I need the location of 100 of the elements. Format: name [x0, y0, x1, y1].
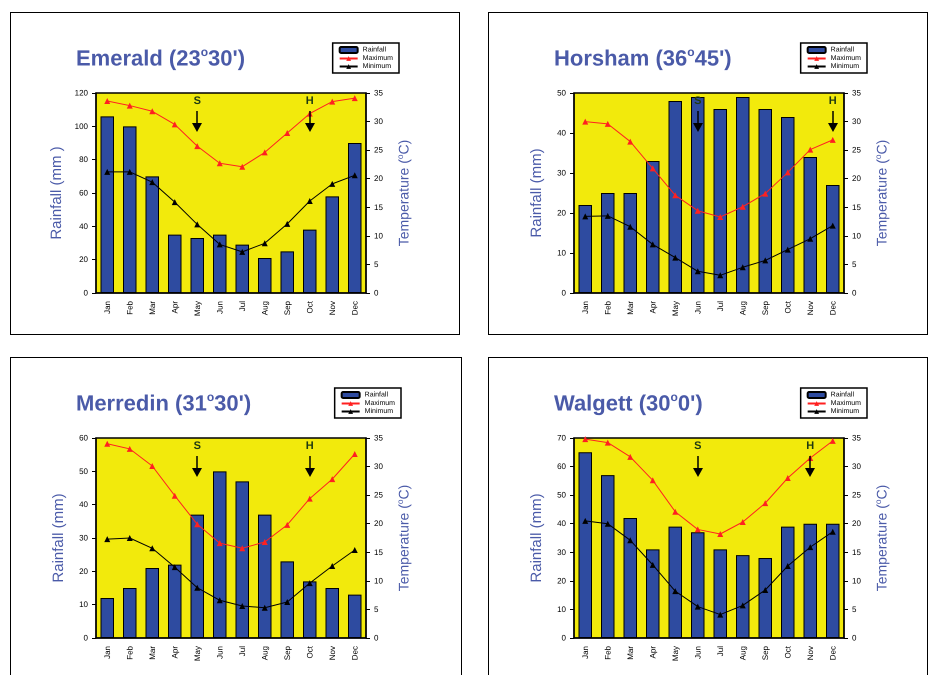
point — [352, 95, 358, 102]
x-tick-label: Dec — [350, 301, 360, 316]
y-tick-label: 0 — [562, 288, 567, 298]
y-tick-label: 0 — [562, 634, 567, 642]
y2-tick-label: 25 — [852, 490, 862, 500]
x-tick-label: May — [670, 301, 680, 316]
annotation: S — [192, 95, 202, 108]
point — [352, 172, 358, 178]
point — [830, 136, 836, 143]
point — [807, 236, 814, 242]
x-tick-label: Apr — [170, 646, 180, 658]
y-tick-label: 10 — [79, 600, 89, 610]
y2-tick-label: 35 — [852, 434, 862, 442]
point — [329, 476, 336, 482]
x-tick-label: Apr — [648, 646, 658, 658]
y2-tick-label: 30 — [374, 462, 384, 472]
y-tick-label: 30 — [79, 534, 89, 542]
x-tick-label: Jun — [693, 301, 702, 314]
point — [194, 521, 200, 528]
y-tick-label: 0 — [84, 288, 89, 298]
y-tick-label: 10 — [557, 604, 567, 614]
x-tick-label: Oct — [783, 645, 792, 658]
y-axis-title: Rainfall (mm ) — [48, 146, 65, 240]
x-tick-label: May — [670, 646, 680, 662]
point — [807, 544, 814, 550]
point — [126, 446, 133, 452]
point — [672, 508, 678, 515]
y2-tick-label: 35 — [374, 434, 384, 442]
point — [352, 451, 358, 457]
y-tick-label: 50 — [79, 466, 89, 476]
point — [104, 98, 110, 104]
point — [627, 138, 634, 145]
x-tick-label: Sep — [282, 300, 292, 316]
point — [627, 454, 634, 460]
y2-tick-label: 15 — [852, 202, 862, 212]
point — [194, 221, 200, 228]
x-tick-label: Dec — [828, 301, 838, 316]
y2-tick-label: 20 — [852, 519, 862, 528]
annotation: S — [693, 95, 702, 108]
annotation: H — [304, 95, 315, 108]
x-tick-label: Jun — [693, 646, 702, 659]
y-tick-label: 80 — [79, 155, 89, 164]
point — [284, 599, 290, 605]
point — [172, 121, 178, 128]
point — [784, 169, 791, 176]
point — [740, 204, 746, 210]
point — [717, 531, 724, 537]
y-tick-label: 60 — [79, 188, 89, 198]
point — [650, 165, 656, 172]
y2-tick-label: 25 — [852, 146, 862, 155]
point — [627, 537, 634, 544]
x-tick-label: Jan — [102, 301, 112, 314]
point — [784, 563, 791, 569]
y2-tick-label: 0 — [852, 288, 857, 298]
y-tick-label: 60 — [557, 462, 567, 472]
point — [172, 199, 178, 206]
point — [149, 179, 156, 186]
y-tick-label: 70 — [557, 434, 567, 442]
point — [604, 120, 611, 127]
point — [672, 192, 678, 198]
point — [582, 213, 588, 220]
y2-tick-label: 35 — [374, 88, 384, 98]
x-tick-label: Sep — [760, 300, 770, 316]
point — [262, 149, 268, 156]
y2-tick-label: 35 — [852, 88, 862, 98]
y-tick-label: 20 — [79, 255, 89, 264]
point — [740, 602, 746, 608]
point — [216, 241, 223, 248]
point — [306, 198, 313, 204]
point — [149, 108, 156, 114]
x-tick-label: Nov — [806, 646, 815, 660]
x-tick-label: Jul — [716, 300, 725, 312]
y-tick-label: 0 — [84, 634, 89, 642]
x-tick-label: Aug — [738, 301, 748, 316]
annotation: H — [828, 95, 838, 108]
annotation: S — [192, 440, 202, 453]
x-tick-label: Jul — [238, 646, 247, 656]
x-tick-label: Jan — [580, 301, 590, 314]
x-tick-label: Sep — [282, 645, 292, 660]
y-tick-label: 20 — [557, 208, 567, 218]
point — [172, 564, 178, 570]
point — [762, 587, 768, 593]
point — [329, 563, 336, 569]
point — [762, 190, 768, 197]
x-tick-label: May — [192, 301, 202, 316]
point — [126, 535, 133, 541]
point — [239, 545, 246, 552]
point — [262, 539, 268, 545]
annotation: S — [693, 440, 702, 453]
point — [104, 168, 110, 175]
point — [239, 603, 246, 609]
y2-tick-label: 20 — [852, 174, 862, 184]
point — [650, 477, 656, 484]
point — [604, 212, 611, 219]
point — [126, 168, 133, 175]
y-tick-label: 20 — [79, 566, 89, 576]
x-tick-label: Aug — [738, 646, 748, 660]
point — [740, 264, 746, 270]
x-tick-label: Nov — [806, 301, 815, 316]
y-tick-label: 120 — [74, 88, 89, 98]
